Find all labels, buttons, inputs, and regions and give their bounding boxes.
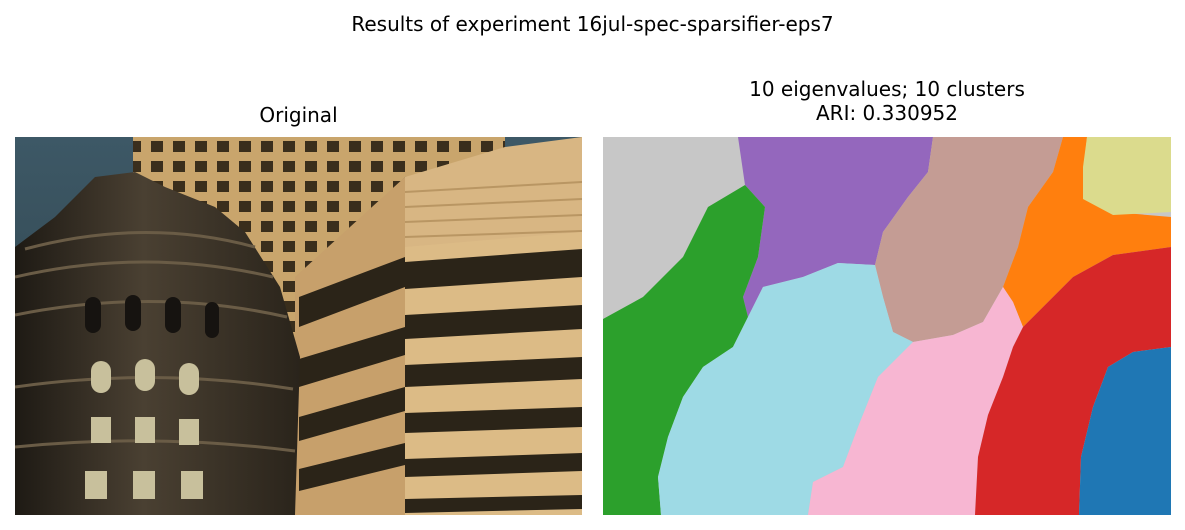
segment-lightblue — [658, 263, 913, 515]
segment-green — [603, 185, 765, 515]
segment-gray — [603, 137, 745, 319]
segment-orange — [1003, 137, 1171, 327]
segmentation-title: 10 eigenvalues; 10 clusters ARI: 0.33095… — [603, 77, 1171, 125]
segment-purple — [738, 137, 933, 317]
horizontal-bands — [404, 181, 582, 238]
window-strips — [299, 249, 582, 513]
segmentation-title-line2: ARI: 0.330952 — [815, 101, 958, 125]
segment-pink — [808, 287, 1023, 515]
segment-blue — [1079, 347, 1171, 515]
segmentation-map — [603, 137, 1171, 515]
segment-brown — [875, 137, 1063, 342]
rotunda-windows — [85, 295, 219, 338]
original-title: Original — [259, 103, 338, 127]
segmentation-svg — [603, 137, 1171, 515]
original-photo-svg — [15, 137, 582, 515]
figure-suptitle: Results of experiment 16jul-spec-sparsif… — [351, 12, 834, 36]
original-image — [15, 137, 582, 515]
segment-khaki — [1083, 137, 1171, 215]
segment-red — [975, 247, 1171, 515]
segmentation-title-line1: 10 eigenvalues; 10 clusters — [749, 77, 1025, 101]
rotunda — [15, 172, 300, 515]
